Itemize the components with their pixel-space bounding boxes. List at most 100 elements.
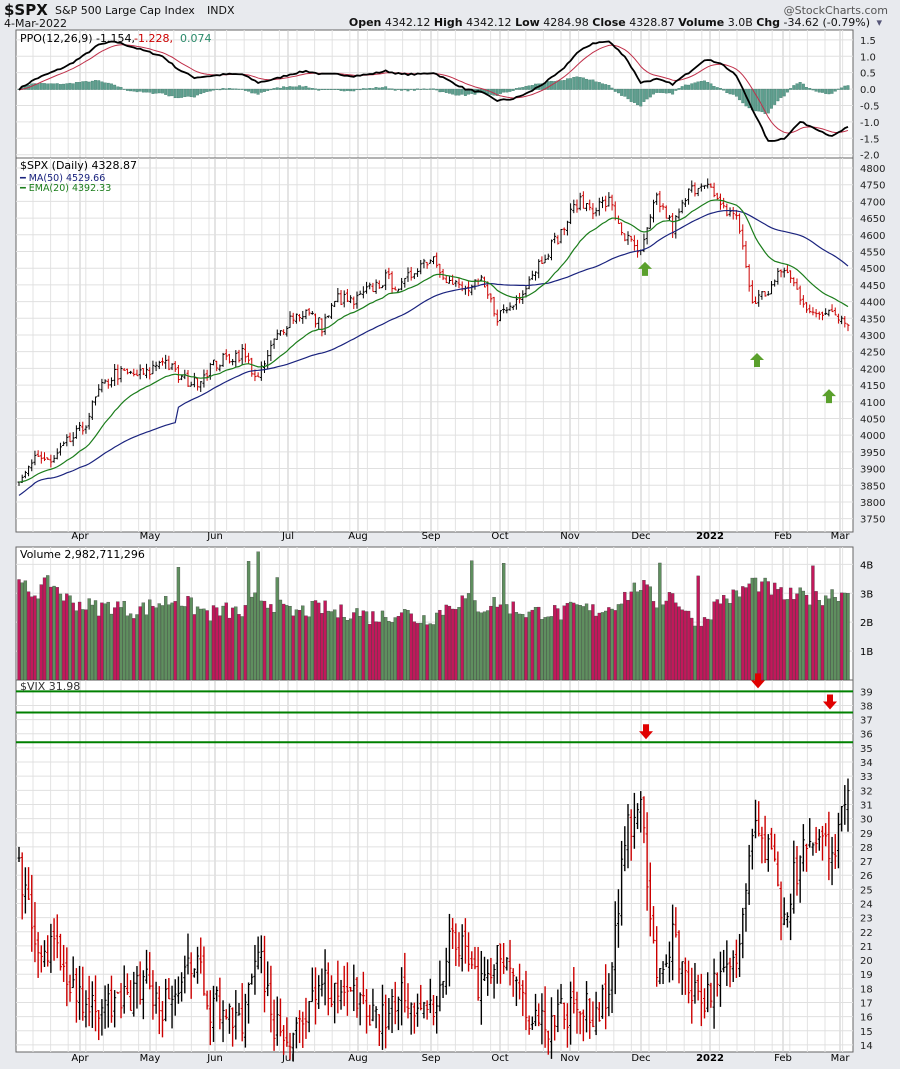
ppo-histogram-bar — [562, 80, 566, 90]
high-label: High — [433, 16, 463, 29]
x-tick-label: Jun — [206, 531, 223, 542]
ppo-histogram-bar — [432, 88, 435, 90]
ppo-histogram-bar — [690, 83, 694, 90]
ppo-histogram-bar — [425, 88, 429, 90]
volume-bar — [763, 577, 767, 681]
ppo-histogram-bar — [100, 81, 104, 90]
volume-bar — [731, 589, 735, 681]
ppo-histogram-bar — [776, 88, 780, 102]
x-tick-label: Feb — [774, 531, 792, 542]
ppo-histogram-bar — [110, 83, 113, 90]
x-tick-label: Jul — [281, 1053, 294, 1064]
ppo-histogram-bar — [770, 88, 773, 109]
ppo-histogram-bar — [141, 88, 145, 93]
volume-bar — [712, 601, 716, 681]
ppo-histogram-bar — [763, 88, 767, 114]
dropdown-arrow-icon[interactable]: ▾ — [876, 16, 882, 29]
volume-bar — [578, 605, 582, 681]
ppo-histogram-bar — [256, 88, 260, 95]
volume-bar — [667, 592, 672, 681]
volume-bar — [186, 595, 190, 681]
x-tick-label: Feb — [774, 1053, 792, 1064]
volume-bar — [533, 607, 538, 681]
volume-bar — [160, 605, 165, 681]
ppo-histogram-bar — [435, 88, 439, 91]
volume-bar — [588, 610, 592, 681]
x-tick-label: Apr — [71, 531, 89, 542]
ppo-histogram-bar — [52, 83, 56, 90]
volume-bar — [317, 602, 321, 681]
ppo-histogram-bar — [817, 88, 821, 93]
ppo-histogram-bar — [581, 77, 585, 90]
ppo-histogram-bar — [43, 83, 46, 90]
ppo-histogram-bar — [374, 87, 378, 90]
ppo-histogram-bar — [74, 82, 78, 90]
close-value: 4328.87 — [629, 16, 675, 29]
ppo-histogram-bar — [779, 88, 783, 98]
ppo-histogram-bar — [639, 88, 643, 107]
ppo-histogram-bar — [183, 88, 187, 98]
ppo-histogram-bar — [227, 88, 231, 90]
volume-bar — [275, 577, 279, 681]
ppo-histogram-bar — [345, 88, 349, 91]
y-tick-label: -2.0 — [860, 151, 880, 162]
ppo-histogram-bar — [339, 88, 343, 91]
volume-value: 3.0B — [727, 16, 753, 29]
volume-bar — [128, 613, 133, 681]
volume-bar — [537, 606, 541, 681]
volume-bar — [358, 615, 362, 681]
volume-bar — [559, 619, 563, 681]
volume-bar — [138, 606, 142, 681]
volume-bar — [246, 561, 251, 681]
volume-bar — [422, 615, 426, 681]
volume-bar — [686, 610, 691, 681]
volume-bar — [26, 591, 31, 681]
volume-bar — [288, 605, 292, 681]
volume-bar — [285, 605, 289, 681]
ppo-histogram-bar — [569, 78, 573, 90]
volume-bar — [240, 616, 244, 681]
volume-bar — [769, 594, 774, 681]
ppo-histogram-bar — [403, 88, 407, 91]
ppo-histogram-bar — [221, 88, 225, 90]
y-tick-label: 20 — [860, 956, 873, 967]
volume-bar — [323, 600, 327, 681]
volume-bar — [492, 597, 496, 681]
ppo-histogram-bar — [693, 82, 697, 90]
volume-bar — [753, 577, 758, 681]
volume-bar — [39, 584, 43, 681]
volume-bar — [460, 595, 464, 681]
volume-bar — [709, 619, 713, 681]
volume-legend: Volume 2,982,711,296 — [20, 548, 145, 561]
volume-bar — [489, 605, 493, 681]
x-tick-label: Oct — [491, 531, 508, 542]
volume-bar — [501, 563, 506, 681]
volume-bar — [623, 591, 627, 681]
volume-bar — [122, 600, 126, 681]
x-tick-label: Jul — [281, 531, 294, 542]
ppo-histogram-bar — [428, 88, 432, 90]
high-value: 4342.12 — [466, 16, 512, 29]
volume-label: Volume — [678, 16, 725, 29]
volume-bar — [817, 600, 821, 681]
ppo-histogram-bar — [125, 88, 129, 91]
volume-bar — [103, 603, 107, 681]
volume-bar — [221, 605, 225, 681]
ppo-histogram-bar — [773, 88, 777, 105]
x-tick-label: 2022 — [696, 1053, 724, 1064]
volume-bar — [811, 565, 815, 681]
volume-bar — [46, 575, 50, 681]
volume-bar — [616, 604, 621, 681]
red-down-arrow-icon — [751, 673, 765, 689]
ppo-histogram-bar — [342, 88, 346, 92]
y-tick-label: 38 — [860, 701, 873, 712]
volume-bar — [132, 618, 136, 681]
y-tick-label: 24 — [860, 899, 873, 910]
volume-bar — [808, 604, 812, 681]
y-tick-label: 4B — [860, 560, 873, 571]
volume-bar — [466, 593, 471, 681]
volume-bar — [824, 595, 828, 681]
ppo-histogram-bar — [208, 88, 212, 92]
volume-bar — [307, 616, 311, 681]
volume-bar — [441, 614, 445, 681]
